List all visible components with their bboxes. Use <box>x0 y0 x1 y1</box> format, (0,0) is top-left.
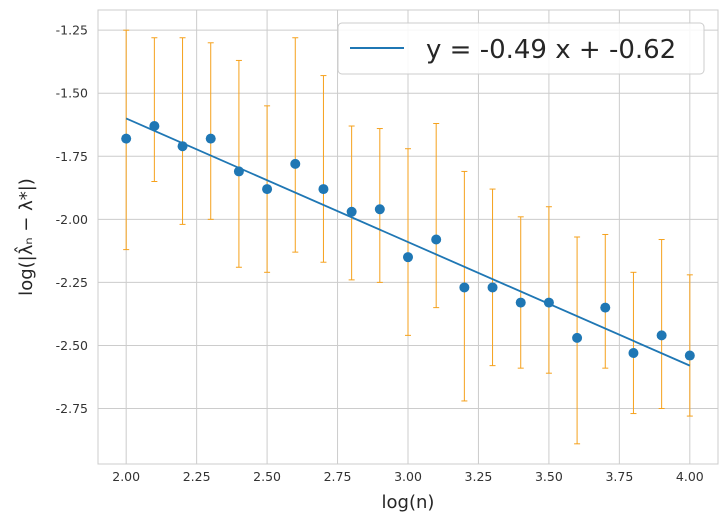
fit-line <box>125 117 691 367</box>
data-point <box>205 133 216 144</box>
data-point <box>290 158 301 169</box>
data-point <box>403 252 413 263</box>
x-tick-labels: 2.00 2.25 2.50 2.75 3.00 3.25 3.50 3.75 4.00 <box>112 469 704 484</box>
x-tick-label: 2.75 <box>324 469 352 484</box>
data-point <box>543 297 554 308</box>
legend: y = -0.49 x + -0.62 <box>337 22 705 75</box>
x-tick-label: 3.75 <box>605 469 633 484</box>
data-point <box>628 348 639 359</box>
x-axis-label: log(n) <box>382 492 435 513</box>
y-tick-label: -1.50 <box>56 86 88 101</box>
data-point <box>318 184 329 195</box>
fit-line-group <box>125 117 691 367</box>
data-point <box>374 204 385 215</box>
data-point <box>177 141 188 152</box>
y-tick-label: -2.00 <box>56 212 88 227</box>
y-axis-label: log(|λ̂ₙ − λ*|) <box>14 178 37 296</box>
x-tick-label: 2.25 <box>183 469 211 484</box>
data-point <box>572 332 583 343</box>
y-tick-label: -2.25 <box>56 275 88 290</box>
y-tick-label: -1.75 <box>56 149 88 164</box>
y-tick-label: -2.75 <box>56 401 88 416</box>
y-tick-label: -1.25 <box>56 23 88 38</box>
data-point <box>149 121 160 132</box>
y-tick-labels: -1.25 -1.50 -1.75 -2.00 -2.25 -2.50 -2.75 <box>56 23 88 416</box>
data-points <box>121 121 695 361</box>
x-tick-label: 2.00 <box>112 469 140 484</box>
data-point <box>600 302 611 313</box>
legend-label: y = -0.49 x + -0.62 <box>426 35 676 65</box>
data-point <box>487 282 498 293</box>
data-point <box>346 206 357 217</box>
x-tick-label: 4.00 <box>676 469 704 484</box>
data-point <box>262 184 273 195</box>
x-tick-label: 3.00 <box>394 469 422 484</box>
data-point <box>233 166 244 177</box>
y-tick-label: -2.50 <box>56 338 88 353</box>
data-point <box>684 350 695 361</box>
data-point <box>431 234 442 245</box>
error-bars <box>123 29 693 445</box>
x-tick-label: 3.50 <box>535 469 563 484</box>
data-point <box>121 133 132 144</box>
data-point <box>459 282 470 293</box>
x-tick-label: 3.25 <box>465 469 493 484</box>
data-point <box>515 297 526 308</box>
data-point <box>656 330 667 341</box>
x-tick-label: 2.50 <box>253 469 281 484</box>
legend-box <box>337 22 705 75</box>
